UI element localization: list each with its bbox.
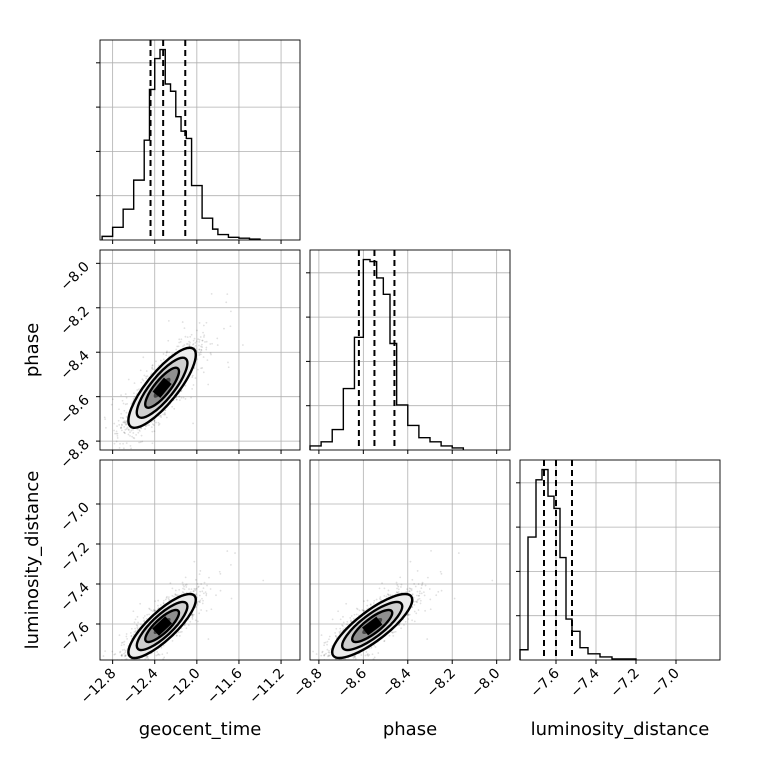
y-tick-label-phase: −8.2 bbox=[57, 303, 92, 338]
hist-panel-geocent_time bbox=[96, 39, 301, 244]
x-tick-label-phase: −8.6 bbox=[335, 665, 370, 700]
x-tick-label-phase: −8.2 bbox=[424, 666, 459, 701]
hist-panel-phase bbox=[306, 249, 511, 454]
contour-line-2 bbox=[351, 608, 394, 644]
histogram-luminosity_distance bbox=[519, 468, 637, 660]
y-axis-label-luminosity_distance: luminosity_distance bbox=[22, 471, 43, 650]
x-tick-label-phase: −8.8 bbox=[290, 666, 325, 701]
contour-line-0 bbox=[127, 346, 197, 429]
y-tick-label-luminosity_distance: −7.2 bbox=[57, 540, 92, 575]
contour-line-0 bbox=[331, 592, 414, 660]
x-tick-label-phase: −8.0 bbox=[468, 666, 503, 701]
x-tick-label-luminosity_distance: −7.4 bbox=[567, 665, 602, 700]
y-tick-label-phase: −8.8 bbox=[57, 437, 92, 472]
density-peak bbox=[152, 616, 173, 636]
axes-frame bbox=[309, 249, 511, 451]
y-tick-label-phase: −8.4 bbox=[57, 348, 92, 383]
y-tick-label-luminosity_distance: −7.0 bbox=[57, 500, 92, 535]
x-tick-label-luminosity_distance: −7.2 bbox=[607, 666, 642, 701]
contour-line-1 bbox=[341, 600, 404, 652]
scatter-panel-geocent_time-luminosity_distance bbox=[96, 459, 301, 664]
y-axis-label-phase: phase bbox=[22, 323, 43, 377]
y-tick-label-phase: −8.6 bbox=[57, 392, 92, 427]
axes-frame bbox=[309, 459, 511, 661]
contour-line-2 bbox=[144, 608, 181, 644]
x-axis-label-geocent_time: geocent_time bbox=[139, 719, 262, 740]
contour-line-0 bbox=[127, 592, 197, 660]
x-tick-label-geocent_time: −12.4 bbox=[120, 665, 162, 707]
scatter-panel-geocent_time-phase bbox=[96, 249, 301, 454]
density-peak bbox=[362, 616, 383, 636]
scatter-points bbox=[312, 549, 494, 660]
density-peak bbox=[152, 377, 172, 398]
y-tick-label-luminosity_distance: −7.6 bbox=[57, 619, 92, 654]
x-tick-label-luminosity_distance: −7.0 bbox=[647, 666, 682, 701]
y-tick-label-luminosity_distance: −7.4 bbox=[57, 579, 92, 614]
x-tick-label-geocent_time: −11.6 bbox=[204, 665, 246, 707]
histogram-geocent_time bbox=[101, 48, 261, 240]
histogram-phase bbox=[309, 258, 465, 450]
axes-frame bbox=[519, 459, 721, 661]
x-tick-label-geocent_time: −11.2 bbox=[246, 666, 288, 708]
contour-line-2 bbox=[144, 366, 181, 409]
axes-frame bbox=[99, 39, 301, 241]
axes-frame bbox=[99, 249, 301, 451]
contour-line-1 bbox=[135, 356, 189, 419]
hist-panel-luminosity_distance bbox=[516, 459, 721, 664]
x-tick-label-geocent_time: −12.0 bbox=[162, 666, 204, 708]
y-tick-label-phase: −8.0 bbox=[57, 259, 92, 294]
x-tick-label-phase: −8.4 bbox=[379, 665, 414, 700]
x-axis-label-phase: phase bbox=[383, 719, 437, 740]
x-tick-label-luminosity_distance: −7.6 bbox=[527, 665, 562, 700]
scatter-panel-phase-luminosity_distance bbox=[309, 459, 511, 664]
axes-frame bbox=[99, 459, 301, 661]
contour-line-1 bbox=[135, 600, 189, 652]
x-axis-label-luminosity_distance: luminosity_distance bbox=[531, 719, 710, 740]
x-tick-label-geocent_time: −12.8 bbox=[78, 666, 120, 708]
